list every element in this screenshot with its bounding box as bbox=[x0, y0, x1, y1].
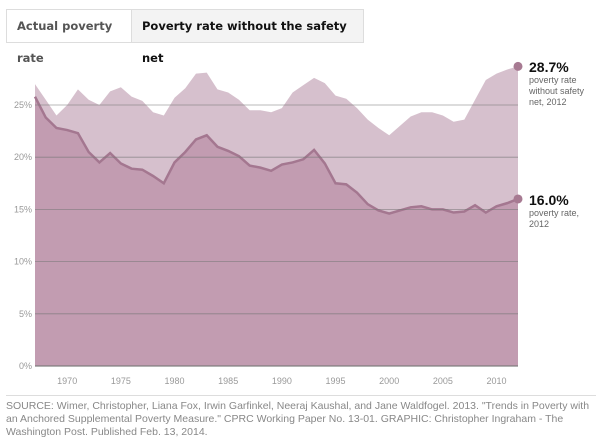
x-tick-label: 1990 bbox=[272, 376, 292, 386]
annotation-text: without safety bbox=[529, 86, 585, 96]
annotation-actual: 16.0% poverty rate, 2012 bbox=[529, 192, 579, 230]
y-tick-label: 25% bbox=[14, 100, 32, 110]
x-tick-label: 1975 bbox=[111, 376, 131, 386]
x-tick-label: 2010 bbox=[487, 376, 507, 386]
x-tick-label: 1995 bbox=[326, 376, 346, 386]
x-tick-label: 2000 bbox=[379, 376, 399, 386]
annotation-text: net, 2012 bbox=[529, 97, 567, 107]
endpoint-marker bbox=[513, 194, 523, 204]
area-actual-poverty bbox=[35, 96, 518, 366]
annotation-text: poverty rate, bbox=[529, 208, 580, 218]
y-tick-label: 5% bbox=[19, 309, 32, 319]
x-tick-label: 1985 bbox=[218, 376, 238, 386]
annotation-text: poverty rate bbox=[529, 75, 577, 85]
annotation-without-safety-net: 28.7% poverty rate without safety net, 2… bbox=[529, 59, 584, 108]
y-tick-label: 0% bbox=[19, 361, 32, 371]
annotation-value: 28.7% bbox=[529, 59, 569, 75]
poverty-area-chart: 0% 5% 10% 15% 20% 25% 1970 1975 1980 1985 1990 1995… bbox=[14, 61, 523, 386]
tab-actual-poverty-rate[interactable]: Actual poverty rate bbox=[7, 10, 131, 65]
tab-poverty-without-safety-net[interactable]: Poverty rate without the safety net bbox=[131, 10, 363, 65]
y-tick-label: 10% bbox=[14, 257, 32, 267]
x-tick-label: 1980 bbox=[165, 376, 185, 386]
source-note: SOURCE: Wimer, Christopher, Liana Fox, I… bbox=[6, 395, 596, 439]
annotation-text: 2012 bbox=[529, 219, 550, 229]
annotation-value: 16.0% bbox=[529, 192, 569, 208]
tab-bar: Actual poverty rate Poverty rate without… bbox=[6, 9, 364, 65]
y-tick-label: 15% bbox=[14, 204, 32, 214]
x-tick-label: 2005 bbox=[433, 376, 453, 386]
endpoint-marker bbox=[513, 61, 523, 71]
x-tick-label: 1970 bbox=[57, 376, 77, 386]
y-tick-label: 20% bbox=[14, 152, 32, 162]
